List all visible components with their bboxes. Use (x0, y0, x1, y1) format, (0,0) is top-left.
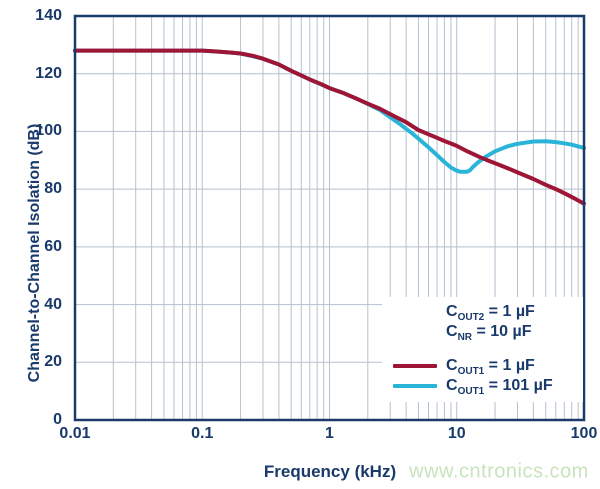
y-tick-label: 140 (35, 7, 62, 24)
x-tick-label: 10 (447, 425, 466, 442)
series-swatch-cyan (393, 384, 437, 388)
watermark: www.cntronics.com (409, 460, 589, 483)
legend-spacer (382, 342, 583, 356)
legend-condition: COUT2 = 1 µF (446, 303, 535, 324)
legend: COUT2 = 1 µF CNR = 10 µF COUT1 = 1 µF CO… (382, 297, 583, 402)
legend-condition: CNR = 10 µF (446, 323, 532, 344)
y-tick-label: 100 (35, 122, 62, 140)
y-tick-label: 40 (44, 295, 62, 313)
y-tick-label: 120 (35, 64, 62, 82)
y-tick-label: 20 (44, 353, 62, 371)
legend-entry: COUT1 = 101 µF (382, 376, 583, 397)
series-line-cout1-1uf (73, 48, 586, 206)
x-axis-title: Frequency (kHz) (263, 462, 397, 481)
y-tick-label: 60 (44, 237, 62, 255)
x-tick-label: 1 (325, 425, 334, 442)
x-tick-label: 100 (570, 425, 598, 442)
series-swatch-red (393, 364, 437, 368)
x-tick-label: 0.01 (59, 425, 91, 442)
plot-border (73, 14, 586, 422)
y-tick-label: 0 (53, 411, 62, 428)
x-tick-label: 0.1 (191, 425, 214, 442)
y-tick-label: 80 (44, 180, 62, 198)
legend-entry: COUT1 = 1 µF (382, 356, 583, 377)
